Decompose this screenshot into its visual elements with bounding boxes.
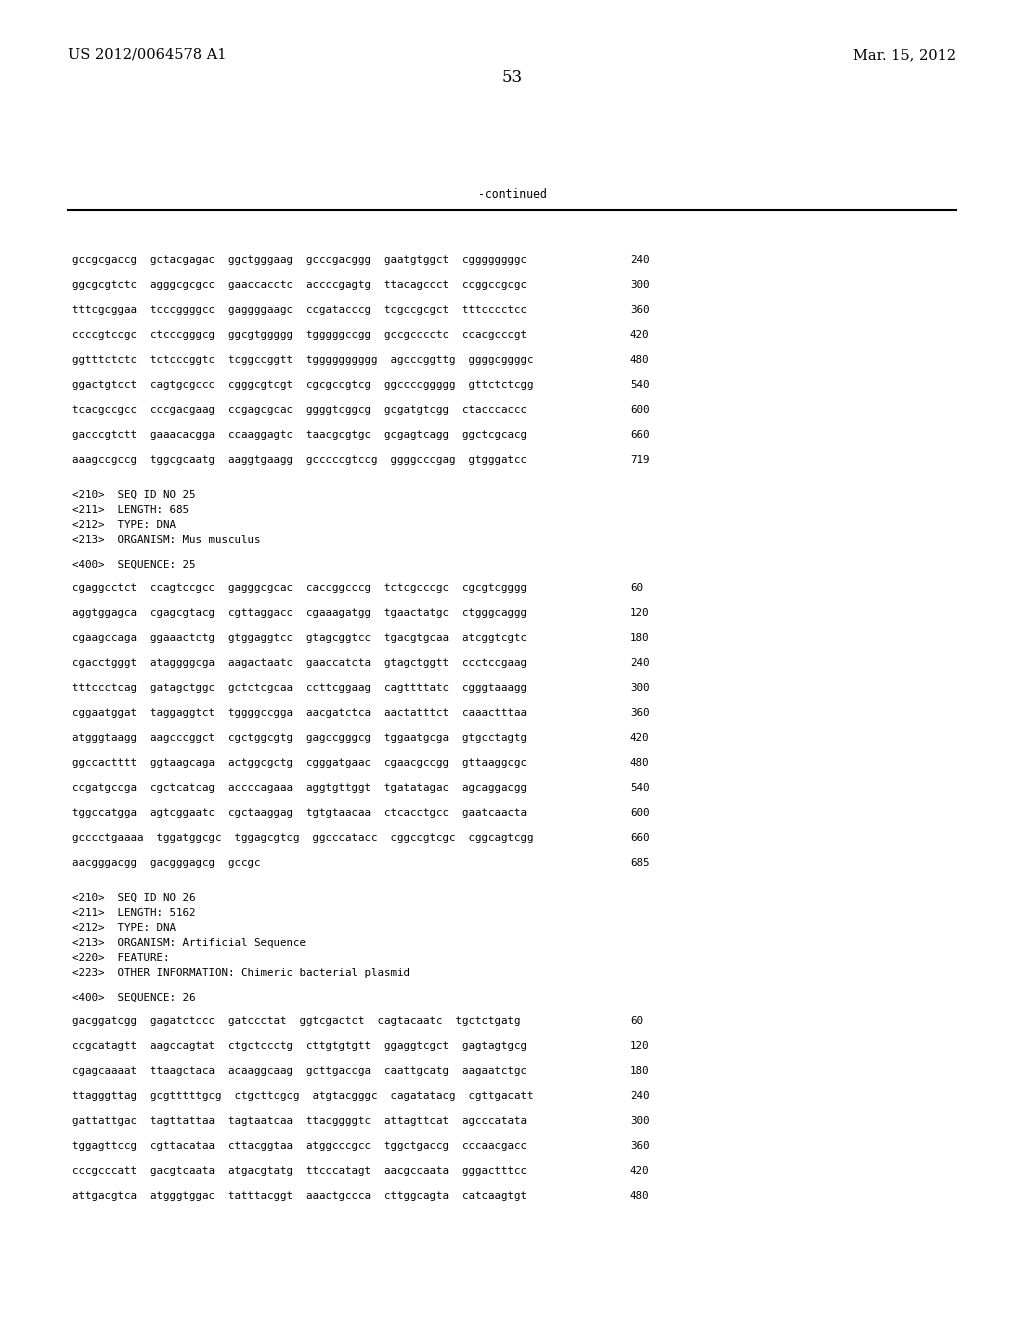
Text: 685: 685 [630,858,649,869]
Text: 53: 53 [502,70,522,87]
Text: <212>  TYPE: DNA: <212> TYPE: DNA [72,520,176,531]
Text: cggaatggat  taggaggtct  tggggccgga  aacgatctca  aactatttct  caaactttaa: cggaatggat taggaggtct tggggccgga aacgatc… [72,708,527,718]
Text: Mar. 15, 2012: Mar. 15, 2012 [853,48,956,62]
Text: <220>  FEATURE:: <220> FEATURE: [72,953,170,964]
Text: ccccgtccgc  ctcccgggcg  ggcgtggggg  tgggggccgg  gccgcccctc  ccacgcccgt: ccccgtccgc ctcccgggcg ggcgtggggg tgggggc… [72,330,527,341]
Text: 660: 660 [630,430,649,440]
Text: aacgggacgg  gacgggagcg  gccgc: aacgggacgg gacgggagcg gccgc [72,858,260,869]
Text: cgagcaaaat  ttaagctaca  acaaggcaag  gcttgaccga  caattgcatg  aagaatctgc: cgagcaaaat ttaagctaca acaaggcaag gcttgac… [72,1067,527,1076]
Text: ttagggttag  gcgtttttgcg  ctgcttcgcg  atgtacgggc  cagatatacg  cgttgacatt: ttagggttag gcgtttttgcg ctgcttcgcg atgtac… [72,1092,534,1101]
Text: 60: 60 [630,583,643,593]
Text: 420: 420 [630,1166,649,1176]
Text: gacccgtctt  gaaacacgga  ccaaggagtc  taacgcgtgc  gcgagtcagg  ggctcgcacg: gacccgtctt gaaacacgga ccaaggagtc taacgcg… [72,430,527,440]
Text: 480: 480 [630,355,649,366]
Text: 480: 480 [630,758,649,768]
Text: <211>  LENGTH: 5162: <211> LENGTH: 5162 [72,908,196,917]
Text: 240: 240 [630,1092,649,1101]
Text: 180: 180 [630,634,649,643]
Text: 540: 540 [630,783,649,793]
Text: cgaggcctct  ccagtccgcc  gagggcgcac  caccggcccg  tctcgcccgc  cgcgtcgggg: cgaggcctct ccagtccgcc gagggcgcac caccggc… [72,583,527,593]
Text: 660: 660 [630,833,649,843]
Text: tttcgcggaa  tcccggggcc  gaggggaagc  ccgatacccg  tcgccgcgct  tttcccctcc: tttcgcggaa tcccggggcc gaggggaagc ccgatac… [72,305,527,315]
Text: tcacgccgcc  cccgacgaag  ccgagcgcac  ggggtcggcg  gcgatgtcgg  ctacccaccc: tcacgccgcc cccgacgaag ccgagcgcac ggggtcg… [72,405,527,414]
Text: <210>  SEQ ID NO 25: <210> SEQ ID NO 25 [72,490,196,500]
Text: tggccatgga  agtcggaatc  cgctaaggag  tgtgtaacaa  ctcacctgcc  gaatcaacta: tggccatgga agtcggaatc cgctaaggag tgtgtaa… [72,808,527,818]
Text: gccgcgaccg  gctacgagac  ggctgggaag  gcccgacggg  gaatgtggct  cggggggggc: gccgcgaccg gctacgagac ggctgggaag gcccgac… [72,255,527,265]
Text: atgggtaagg  aagcccggct  cgctggcgtg  gagccgggcg  tggaatgcga  gtgcctagtg: atgggtaagg aagcccggct cgctggcgtg gagccgg… [72,733,527,743]
Text: <210>  SEQ ID NO 26: <210> SEQ ID NO 26 [72,894,196,903]
Text: 360: 360 [630,305,649,315]
Text: <400>  SEQUENCE: 25: <400> SEQUENCE: 25 [72,560,196,570]
Text: 600: 600 [630,405,649,414]
Text: 120: 120 [630,609,649,618]
Text: -continued: -continued [477,189,547,202]
Text: aggtggagca  cgagcgtacg  cgttaggacc  cgaaagatgg  tgaactatgc  ctgggcaggg: aggtggagca cgagcgtacg cgttaggacc cgaaaga… [72,609,527,618]
Text: 719: 719 [630,455,649,465]
Text: gattattgac  tagttattaa  tagtaatcaa  ttacggggtc  attagttcat  agcccatata: gattattgac tagttattaa tagtaatcaa ttacggg… [72,1115,527,1126]
Text: <400>  SEQUENCE: 26: <400> SEQUENCE: 26 [72,993,196,1003]
Text: 240: 240 [630,657,649,668]
Text: 360: 360 [630,708,649,718]
Text: <213>  ORGANISM: Mus musculus: <213> ORGANISM: Mus musculus [72,535,260,545]
Text: 420: 420 [630,330,649,341]
Text: ggactgtcct  cagtgcgccc  cgggcgtcgt  cgcgccgtcg  ggccccggggg  gttctctcgg: ggactgtcct cagtgcgccc cgggcgtcgt cgcgccg… [72,380,534,389]
Text: <211>  LENGTH: 685: <211> LENGTH: 685 [72,506,189,515]
Text: ggtttctctc  tctcccggtc  tcggccggtt  tgggggggggg  agcccggttg  ggggcggggc: ggtttctctc tctcccggtc tcggccggtt tgggggg… [72,355,534,366]
Text: <213>  ORGANISM: Artificial Sequence: <213> ORGANISM: Artificial Sequence [72,939,306,948]
Text: 120: 120 [630,1041,649,1051]
Text: ccgcatagtt  aagccagtat  ctgctccctg  cttgtgtgtt  ggaggtcgct  gagtagtgcg: ccgcatagtt aagccagtat ctgctccctg cttgtgt… [72,1041,527,1051]
Text: 300: 300 [630,682,649,693]
Text: gcccctgaaaa  tggatggcgc  tggagcgtcg  ggcccatacc  cggccgtcgc  cggcagtcgg: gcccctgaaaa tggatggcgc tggagcgtcg ggccca… [72,833,534,843]
Text: cgaagccaga  ggaaactctg  gtggaggtcc  gtagcggtcc  tgacgtgcaa  atcggtcgtc: cgaagccaga ggaaactctg gtggaggtcc gtagcgg… [72,634,527,643]
Text: aaagccgccg  tggcgcaatg  aaggtgaagg  gcccccgtccg  ggggcccgag  gtgggatcc: aaagccgccg tggcgcaatg aaggtgaagg gcccccg… [72,455,527,465]
Text: tttccctcag  gatagctggc  gctctcgcaa  ccttcggaag  cagttttatc  cgggtaaagg: tttccctcag gatagctggc gctctcgcaa ccttcgg… [72,682,527,693]
Text: cgacctgggt  ataggggcga  aagactaatc  gaaccatcta  gtagctggtt  ccctccgaag: cgacctgggt ataggggcga aagactaatc gaaccat… [72,657,527,668]
Text: 540: 540 [630,380,649,389]
Text: <223>  OTHER INFORMATION: Chimeric bacterial plasmid: <223> OTHER INFORMATION: Chimeric bacter… [72,968,410,978]
Text: 420: 420 [630,733,649,743]
Text: <212>  TYPE: DNA: <212> TYPE: DNA [72,923,176,933]
Text: ccgatgccga  cgctcatcag  accccagaaa  aggtgttggt  tgatatagac  agcaggacgg: ccgatgccga cgctcatcag accccagaaa aggtgtt… [72,783,527,793]
Text: ggccactttt  ggtaagcaga  actggcgctg  cgggatgaac  cgaacgccgg  gttaaggcgc: ggccactttt ggtaagcaga actggcgctg cgggatg… [72,758,527,768]
Text: cccgcccatt  gacgtcaata  atgacgtatg  ttcccatagt  aacgccaata  gggactttcc: cccgcccatt gacgtcaata atgacgtatg ttcccat… [72,1166,527,1176]
Text: 300: 300 [630,280,649,290]
Text: 600: 600 [630,808,649,818]
Text: 300: 300 [630,1115,649,1126]
Text: 360: 360 [630,1140,649,1151]
Text: attgacgtca  atgggtggac  tatttacggt  aaactgccca  cttggcagta  catcaagtgt: attgacgtca atgggtggac tatttacggt aaactgc… [72,1191,527,1201]
Text: ggcgcgtctc  agggcgcgcc  gaaccacctc  accccgagtg  ttacagccct  ccggccgcgc: ggcgcgtctc agggcgcgcc gaaccacctc accccga… [72,280,527,290]
Text: 60: 60 [630,1016,643,1026]
Text: 180: 180 [630,1067,649,1076]
Text: 240: 240 [630,255,649,265]
Text: gacggatcgg  gagatctccc  gatccctat  ggtcgactct  cagtacaatc  tgctctgatg: gacggatcgg gagatctccc gatccctat ggtcgact… [72,1016,520,1026]
Text: 480: 480 [630,1191,649,1201]
Text: tggagttccg  cgttacataa  cttacggtaa  atggcccgcc  tggctgaccg  cccaacgacc: tggagttccg cgttacataa cttacggtaa atggccc… [72,1140,527,1151]
Text: US 2012/0064578 A1: US 2012/0064578 A1 [68,48,226,62]
